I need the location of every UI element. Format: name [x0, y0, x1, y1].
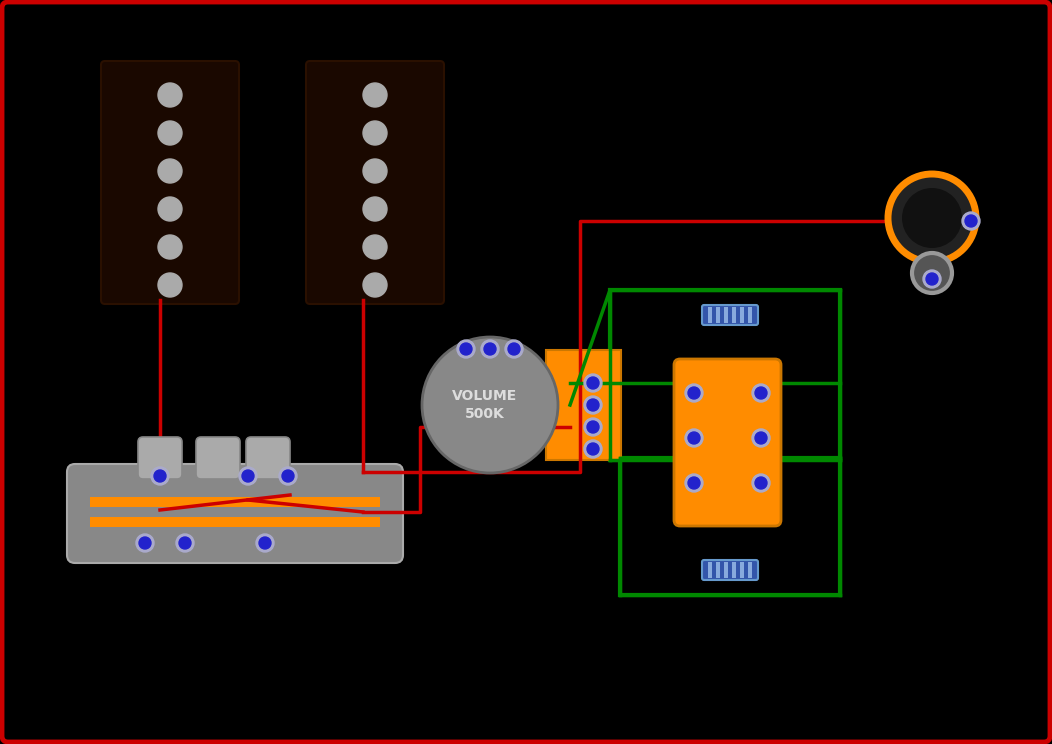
Circle shape: [965, 215, 977, 227]
Circle shape: [158, 159, 182, 183]
Circle shape: [752, 384, 770, 402]
Circle shape: [685, 474, 703, 492]
Circle shape: [481, 340, 499, 358]
Circle shape: [584, 440, 602, 458]
Circle shape: [688, 432, 700, 444]
Circle shape: [755, 432, 767, 444]
Circle shape: [685, 429, 703, 447]
Circle shape: [584, 418, 602, 436]
Circle shape: [158, 235, 182, 259]
Bar: [90, 497, 380, 507]
Bar: [620, 458, 839, 595]
Circle shape: [154, 470, 166, 482]
Circle shape: [259, 537, 271, 549]
Circle shape: [282, 470, 294, 482]
Circle shape: [256, 534, 274, 552]
Bar: [740, 562, 744, 578]
FancyBboxPatch shape: [246, 437, 290, 479]
Circle shape: [584, 396, 602, 414]
Circle shape: [422, 337, 558, 473]
Circle shape: [457, 340, 476, 358]
Circle shape: [158, 197, 182, 221]
FancyBboxPatch shape: [67, 464, 403, 563]
Bar: [610, 290, 839, 460]
Bar: [90, 517, 380, 527]
FancyBboxPatch shape: [674, 359, 781, 526]
Circle shape: [688, 387, 700, 399]
Circle shape: [363, 159, 387, 183]
Circle shape: [912, 253, 952, 293]
Bar: [708, 562, 712, 578]
Circle shape: [587, 443, 599, 455]
Circle shape: [176, 534, 194, 552]
Circle shape: [902, 188, 962, 248]
Circle shape: [584, 374, 602, 392]
Circle shape: [752, 474, 770, 492]
Bar: [716, 307, 720, 323]
Circle shape: [139, 537, 151, 549]
Bar: [724, 562, 728, 578]
Circle shape: [158, 273, 182, 297]
Bar: [546, 350, 621, 460]
Circle shape: [363, 197, 387, 221]
FancyBboxPatch shape: [702, 560, 758, 580]
Circle shape: [239, 467, 257, 485]
Circle shape: [279, 467, 297, 485]
Circle shape: [484, 343, 495, 355]
Bar: [716, 562, 720, 578]
Circle shape: [587, 421, 599, 433]
Circle shape: [587, 399, 599, 411]
Circle shape: [363, 83, 387, 107]
Circle shape: [752, 429, 770, 447]
Bar: [732, 562, 736, 578]
FancyBboxPatch shape: [196, 437, 240, 479]
Circle shape: [363, 121, 387, 145]
Circle shape: [755, 387, 767, 399]
Text: VOLUME
500K: VOLUME 500K: [452, 389, 518, 421]
Circle shape: [688, 477, 700, 489]
FancyBboxPatch shape: [306, 61, 444, 304]
FancyBboxPatch shape: [702, 305, 758, 325]
Circle shape: [136, 534, 154, 552]
Circle shape: [363, 273, 387, 297]
Circle shape: [685, 384, 703, 402]
Circle shape: [242, 470, 254, 482]
Circle shape: [363, 235, 387, 259]
Circle shape: [179, 537, 191, 549]
Circle shape: [151, 467, 169, 485]
Circle shape: [926, 273, 938, 285]
Circle shape: [755, 477, 767, 489]
Circle shape: [508, 343, 520, 355]
Circle shape: [923, 270, 940, 288]
FancyBboxPatch shape: [101, 61, 239, 304]
Circle shape: [962, 212, 980, 230]
Circle shape: [158, 83, 182, 107]
Bar: [748, 562, 752, 578]
Bar: [724, 307, 728, 323]
FancyBboxPatch shape: [138, 437, 182, 479]
Circle shape: [888, 174, 976, 262]
Bar: [740, 307, 744, 323]
Circle shape: [587, 377, 599, 389]
Circle shape: [460, 343, 472, 355]
Bar: [708, 307, 712, 323]
Circle shape: [158, 121, 182, 145]
Bar: [732, 307, 736, 323]
Bar: [748, 307, 752, 323]
Circle shape: [505, 340, 523, 358]
